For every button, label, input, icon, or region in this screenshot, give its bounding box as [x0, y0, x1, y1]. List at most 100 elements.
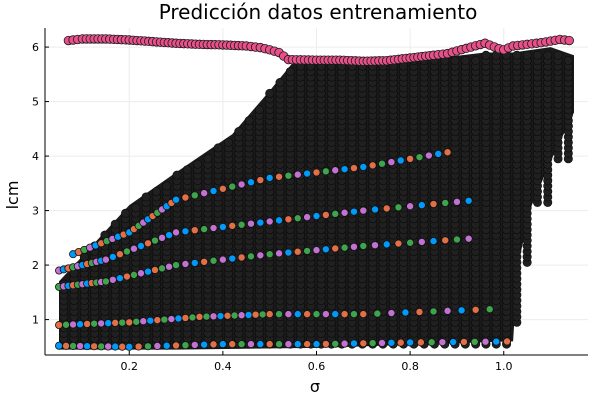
band-point [471, 305, 480, 314]
band-point [62, 341, 71, 350]
band-point [293, 340, 302, 349]
band-point [160, 315, 169, 324]
band-point [349, 207, 358, 216]
y-tick-label: 4 [32, 150, 39, 163]
band-point [387, 338, 396, 347]
band-point [331, 209, 340, 218]
band-point [406, 202, 415, 211]
band-point [359, 241, 368, 250]
band-point [218, 255, 227, 264]
band-point [470, 337, 479, 346]
band-point [340, 208, 349, 217]
band-point [464, 196, 473, 205]
axes: 0.2 0.4 0.6 0.8 1.0 1 2 3 4 5 6 [32, 28, 588, 373]
x-tick-label: 0.8 [401, 360, 419, 373]
band-point [97, 319, 106, 328]
band-point [139, 317, 148, 326]
band-point [373, 309, 382, 318]
band-point [378, 338, 387, 347]
band-point [181, 227, 190, 236]
y-tick-label: 2 [32, 259, 39, 272]
band-point [340, 339, 349, 348]
band-point [303, 310, 312, 319]
band-point [200, 225, 209, 234]
band-point [441, 198, 450, 207]
band-point [228, 254, 237, 263]
band-point [122, 272, 131, 281]
chart-title: Predicción datos entrenamiento [159, 0, 478, 24]
x-tick-label: 0.6 [308, 360, 326, 373]
band-point [125, 342, 134, 351]
band-point [265, 250, 274, 259]
band-point [359, 162, 368, 171]
band-point [218, 184, 227, 193]
band-point [190, 191, 199, 200]
band-point [284, 215, 293, 224]
band-point [340, 165, 349, 174]
band-point [256, 340, 265, 349]
band-point [209, 340, 218, 349]
band-point [452, 235, 461, 244]
band-point [134, 342, 143, 351]
data-point [203, 154, 213, 164]
band-point [83, 342, 92, 351]
band-point [485, 305, 494, 314]
band-point [359, 206, 368, 215]
band-point [321, 310, 330, 319]
band-point [181, 313, 190, 322]
data-point [162, 181, 172, 191]
band-point [275, 249, 284, 258]
band-point [394, 203, 403, 212]
band-point [424, 151, 433, 160]
band-point [158, 233, 167, 242]
data-point [141, 192, 151, 202]
band-point [143, 239, 152, 248]
band-point [230, 311, 239, 320]
band-point [340, 243, 349, 252]
band-point [118, 318, 127, 327]
band-point [382, 204, 391, 213]
band-point [457, 306, 466, 315]
band-point [143, 342, 152, 351]
data-point [285, 67, 295, 77]
band-point [174, 314, 183, 323]
band-point [368, 161, 377, 170]
band-point [151, 236, 160, 245]
band-point [172, 341, 181, 350]
band-point [218, 222, 227, 231]
band-point [284, 248, 293, 257]
band-point [228, 182, 237, 191]
band-point [200, 257, 209, 266]
band-point [321, 210, 330, 219]
band-point [265, 340, 274, 349]
data-point [450, 56, 460, 66]
band-point [382, 240, 391, 249]
band-point [396, 156, 405, 165]
band-point [146, 316, 155, 325]
band-point [195, 312, 204, 321]
band-point [293, 247, 302, 256]
band-point [237, 180, 246, 189]
band-point [181, 193, 190, 202]
data-point [532, 50, 542, 60]
y-tick-label: 3 [32, 205, 39, 218]
band-point [153, 316, 162, 325]
band-point [108, 275, 117, 284]
data-point [471, 56, 481, 66]
band-point [349, 339, 358, 348]
band-point [111, 318, 120, 327]
band-point [438, 338, 447, 347]
band-point [443, 148, 452, 157]
data-point [543, 50, 553, 60]
band-point [256, 251, 265, 260]
x-tick-label: 0.2 [121, 360, 139, 373]
band-point [90, 319, 99, 328]
data-point [553, 50, 563, 60]
band-point [359, 310, 368, 319]
data-point [481, 50, 491, 60]
band-point [312, 212, 321, 221]
band-point [172, 195, 181, 204]
band-point [158, 264, 167, 273]
band-point [69, 320, 78, 329]
band-point [394, 239, 403, 248]
